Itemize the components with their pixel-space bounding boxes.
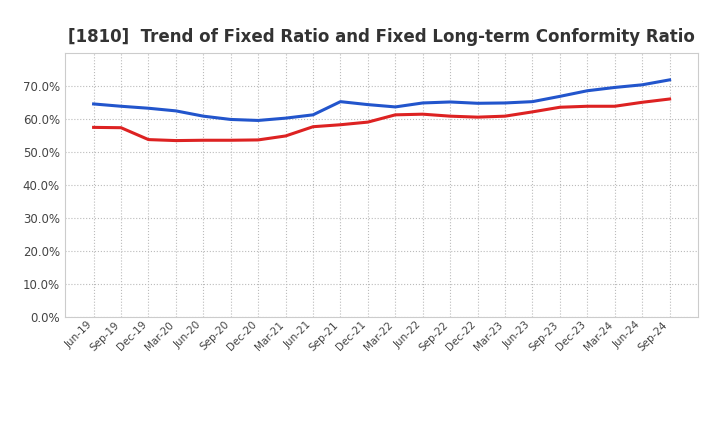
Fixed Ratio xyxy=(282,115,290,121)
Fixed Long-term Conformity Ratio xyxy=(528,109,537,114)
Fixed Long-term Conformity Ratio xyxy=(171,138,180,143)
Fixed Ratio xyxy=(117,104,125,109)
Line: Fixed Ratio: Fixed Ratio xyxy=(94,80,670,121)
Fixed Ratio xyxy=(391,104,400,110)
Fixed Ratio xyxy=(171,108,180,114)
Fixed Ratio xyxy=(199,114,207,119)
Fixed Long-term Conformity Ratio xyxy=(282,133,290,139)
Fixed Long-term Conformity Ratio xyxy=(638,99,647,105)
Fixed Long-term Conformity Ratio xyxy=(89,125,98,130)
Fixed Ratio xyxy=(226,117,235,122)
Fixed Ratio xyxy=(638,82,647,88)
Fixed Long-term Conformity Ratio xyxy=(418,111,427,117)
Fixed Long-term Conformity Ratio xyxy=(336,122,345,128)
Fixed Ratio xyxy=(336,99,345,104)
Fixed Ratio xyxy=(583,88,592,93)
Fixed Ratio xyxy=(446,99,454,105)
Fixed Long-term Conformity Ratio xyxy=(446,114,454,119)
Fixed Long-term Conformity Ratio xyxy=(583,104,592,109)
Fixed Ratio xyxy=(500,100,509,106)
Fixed Long-term Conformity Ratio xyxy=(226,138,235,143)
Fixed Long-term Conformity Ratio xyxy=(117,125,125,130)
Fixed Ratio xyxy=(364,102,372,107)
Fixed Ratio xyxy=(556,94,564,99)
Line: Fixed Long-term Conformity Ratio: Fixed Long-term Conformity Ratio xyxy=(94,99,670,141)
Fixed Ratio xyxy=(611,85,619,90)
Fixed Long-term Conformity Ratio xyxy=(254,137,263,143)
Fixed Ratio xyxy=(254,118,263,123)
Fixed Ratio xyxy=(665,77,674,83)
Fixed Ratio xyxy=(418,100,427,106)
Fixed Ratio xyxy=(309,112,318,117)
Fixed Long-term Conformity Ratio xyxy=(309,124,318,129)
Fixed Long-term Conformity Ratio xyxy=(556,105,564,110)
Fixed Long-term Conformity Ratio xyxy=(611,104,619,109)
Fixed Ratio xyxy=(89,101,98,106)
Fixed Long-term Conformity Ratio xyxy=(144,137,153,142)
Title: [1810]  Trend of Fixed Ratio and Fixed Long-term Conformity Ratio: [1810] Trend of Fixed Ratio and Fixed Lo… xyxy=(68,28,695,46)
Fixed Ratio xyxy=(528,99,537,104)
Fixed Ratio xyxy=(144,106,153,111)
Fixed Long-term Conformity Ratio xyxy=(391,112,400,117)
Fixed Long-term Conformity Ratio xyxy=(199,138,207,143)
Fixed Long-term Conformity Ratio xyxy=(473,114,482,120)
Fixed Long-term Conformity Ratio xyxy=(364,119,372,125)
Fixed Long-term Conformity Ratio xyxy=(665,96,674,102)
Fixed Long-term Conformity Ratio xyxy=(500,114,509,119)
Fixed Ratio xyxy=(473,101,482,106)
